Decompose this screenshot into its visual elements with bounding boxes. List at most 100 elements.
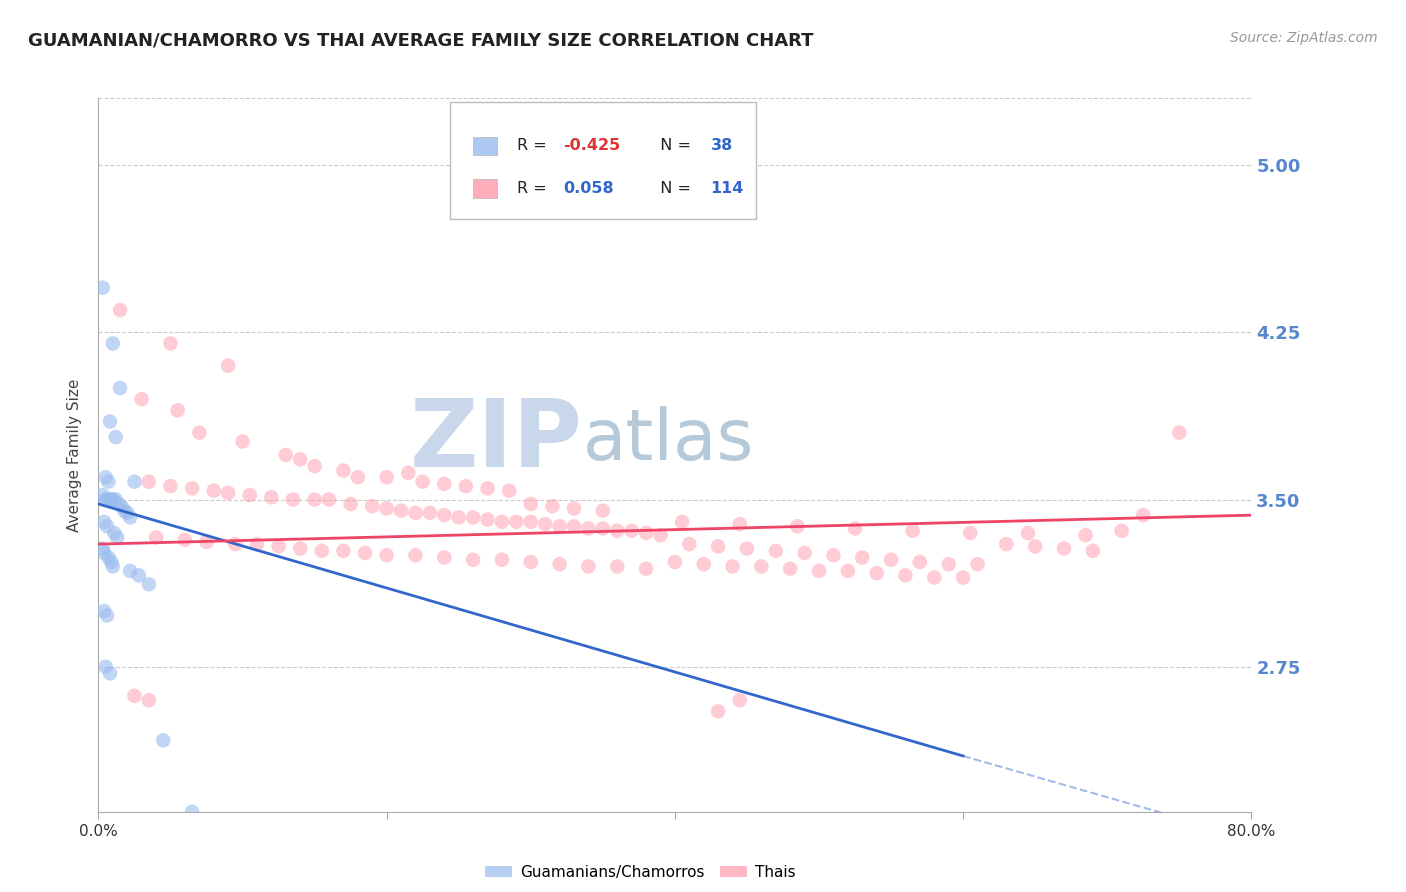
Point — [100, 492, 122, 507]
Text: N =: N = — [650, 181, 696, 196]
Text: 114: 114 — [710, 181, 744, 196]
Point — [578, 521, 600, 535]
Point — [110, 500, 132, 514]
Point — [112, 503, 135, 517]
Point — [650, 528, 672, 542]
Point — [548, 519, 571, 533]
Point — [188, 425, 211, 440]
Point — [96, 519, 118, 533]
Point — [267, 539, 290, 553]
Point — [217, 486, 239, 500]
Point — [664, 555, 686, 569]
Text: R =: R = — [517, 138, 551, 153]
Point — [389, 503, 412, 517]
Point — [454, 479, 477, 493]
Point — [101, 336, 124, 351]
Point — [100, 555, 122, 569]
Point — [751, 559, 773, 574]
Point — [707, 539, 730, 553]
Point — [405, 548, 427, 563]
Point — [375, 501, 398, 516]
Point — [152, 733, 174, 747]
Point — [548, 557, 571, 572]
Point — [636, 562, 658, 576]
Point — [274, 448, 297, 462]
Point — [332, 543, 354, 558]
Text: 0.058: 0.058 — [562, 181, 613, 196]
Point — [174, 533, 197, 547]
Point — [138, 475, 160, 489]
Point — [195, 535, 218, 549]
Point — [231, 434, 254, 449]
Point — [138, 693, 160, 707]
Point — [1024, 539, 1046, 553]
Point — [728, 693, 751, 707]
Point — [108, 303, 131, 318]
Point — [107, 497, 129, 511]
Point — [433, 550, 456, 565]
Point — [562, 519, 585, 533]
Point — [721, 559, 744, 574]
Point — [93, 604, 115, 618]
Point — [606, 524, 628, 538]
Point — [894, 568, 917, 582]
Point — [1053, 541, 1076, 556]
Point — [108, 381, 131, 395]
Point — [477, 482, 499, 496]
Point — [636, 525, 658, 540]
Point — [224, 537, 246, 551]
Point — [304, 459, 326, 474]
Point — [562, 501, 585, 516]
Point — [97, 475, 120, 489]
Point — [339, 497, 361, 511]
Point — [592, 521, 614, 535]
Point — [124, 475, 146, 489]
Point — [93, 546, 115, 560]
Point — [104, 430, 127, 444]
Point — [375, 548, 398, 563]
Point — [765, 543, 787, 558]
Point — [1081, 543, 1104, 558]
Point — [1111, 524, 1133, 538]
Point — [94, 492, 117, 507]
Point — [304, 492, 326, 507]
Point — [159, 336, 181, 351]
Point — [1074, 528, 1097, 542]
Point — [433, 508, 456, 523]
Legend: Guamanians/Chamorros, Thais: Guamanians/Chamorros, Thais — [479, 859, 801, 886]
Point — [375, 470, 398, 484]
Text: GUAMANIAN/CHAMORRO VS THAI AVERAGE FAMILY SIZE CORRELATION CHART: GUAMANIAN/CHAMORRO VS THAI AVERAGE FAMIL… — [28, 31, 814, 49]
Point — [851, 550, 873, 565]
Point — [347, 470, 370, 484]
Y-axis label: Average Family Size: Average Family Size — [67, 378, 83, 532]
Point — [124, 689, 146, 703]
Point — [181, 482, 204, 496]
Point — [128, 568, 150, 582]
Point — [97, 550, 120, 565]
Point — [534, 517, 557, 532]
Point — [735, 541, 758, 556]
Point — [105, 530, 128, 544]
Point — [786, 519, 808, 533]
Point — [671, 515, 693, 529]
Point — [606, 559, 628, 574]
Point — [419, 506, 441, 520]
Point — [91, 488, 114, 502]
Point — [808, 564, 831, 578]
Point — [96, 492, 118, 507]
Point — [447, 510, 470, 524]
Point — [520, 497, 543, 511]
Point — [880, 553, 903, 567]
Point — [908, 555, 931, 569]
Text: R =: R = — [517, 181, 551, 196]
Point — [995, 537, 1018, 551]
Point — [103, 525, 125, 540]
Point — [779, 562, 801, 576]
Point — [924, 571, 946, 585]
Point — [332, 464, 354, 478]
Point — [159, 479, 181, 493]
Point — [491, 553, 513, 567]
Point — [520, 555, 543, 569]
Point — [145, 530, 167, 544]
Point — [505, 515, 527, 529]
